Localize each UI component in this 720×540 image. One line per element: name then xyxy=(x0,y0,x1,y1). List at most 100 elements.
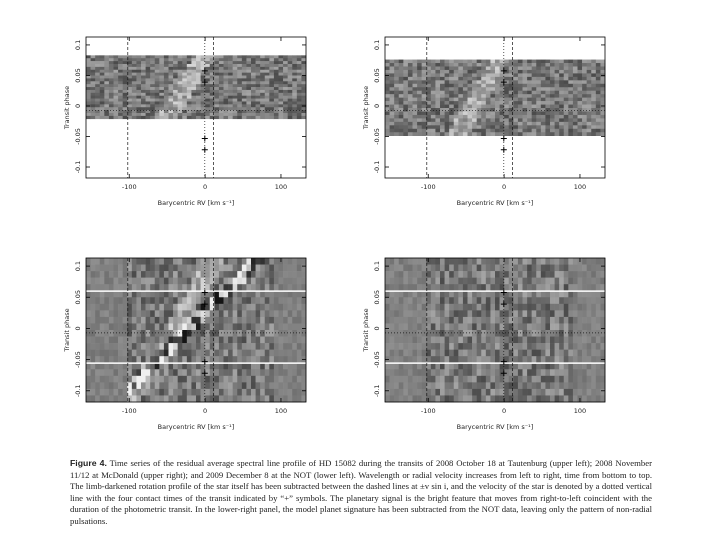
noise-cell xyxy=(421,125,427,130)
noise-cell xyxy=(536,258,542,265)
noise-cell xyxy=(421,395,427,403)
noise-cell xyxy=(136,369,142,377)
noise-cell xyxy=(131,382,137,390)
noise-cell xyxy=(251,290,256,298)
noise-cell xyxy=(444,395,450,403)
noise-cell xyxy=(218,115,224,120)
noise-cell xyxy=(228,343,233,350)
noise-cell xyxy=(99,89,105,94)
noise-cell xyxy=(273,316,279,324)
noise-cell xyxy=(131,284,137,292)
noise-cell xyxy=(582,258,587,265)
noise-cell xyxy=(292,264,298,272)
noise-cell xyxy=(403,297,409,305)
noise-cell xyxy=(517,80,523,85)
noise-cell xyxy=(154,107,160,111)
noise-cell xyxy=(209,104,215,108)
noise-cell xyxy=(476,97,482,102)
noise-cell xyxy=(550,375,555,383)
y-tick-label: 0 xyxy=(373,104,381,108)
noise-cell xyxy=(218,271,224,278)
noise-cell xyxy=(200,284,206,292)
noise-cell xyxy=(287,84,293,88)
noise-cell xyxy=(241,395,247,403)
noise-cell xyxy=(237,264,243,272)
noise-cell xyxy=(554,101,560,105)
noise-cell xyxy=(269,87,275,91)
noise-cell xyxy=(485,395,491,403)
noise-cell xyxy=(255,63,261,68)
noise-cell xyxy=(591,395,597,403)
noise-cell xyxy=(440,66,445,71)
noise-cell xyxy=(154,101,160,105)
noise-cell xyxy=(398,356,404,364)
noise-cell xyxy=(301,290,307,298)
noise-cell xyxy=(283,369,288,377)
noise-cell xyxy=(407,94,413,98)
noise-cell xyxy=(490,375,496,383)
noise-cell xyxy=(246,356,252,364)
noise-cell xyxy=(292,369,298,377)
noise-cell xyxy=(485,316,491,324)
noise-cell xyxy=(241,258,247,265)
noise-cell xyxy=(536,66,542,71)
noise-cell xyxy=(113,55,119,59)
noise-cell xyxy=(412,97,418,102)
noise-cell xyxy=(186,349,192,357)
noise-cell xyxy=(417,125,422,130)
noise-cell xyxy=(191,87,197,91)
noise-cell xyxy=(118,115,123,120)
noise-cell xyxy=(301,316,307,324)
noise-cell xyxy=(118,87,123,91)
noise-cell xyxy=(150,343,156,350)
noise-cell xyxy=(417,343,422,350)
noise-cell xyxy=(586,104,592,109)
noise-cell xyxy=(412,271,418,278)
noise-cell xyxy=(214,349,220,357)
noise-cell xyxy=(186,78,192,82)
noise-cell xyxy=(196,101,201,105)
noise-cell xyxy=(251,303,256,311)
noise-cell xyxy=(246,55,252,59)
noise-cell xyxy=(522,362,528,370)
noise-cell xyxy=(232,310,238,318)
noise-cell xyxy=(205,55,211,59)
noise-cell xyxy=(218,323,224,331)
noise-cell xyxy=(421,76,427,81)
noise-cell xyxy=(182,75,188,79)
noise-cell xyxy=(196,84,201,88)
noise-cell xyxy=(568,264,574,272)
noise-cell xyxy=(228,303,233,311)
noise-cell xyxy=(260,101,266,105)
noise-cell xyxy=(255,264,261,272)
noise-cell xyxy=(559,395,565,403)
noise-cell xyxy=(531,395,537,403)
noise-cell xyxy=(173,113,178,117)
noise-cell xyxy=(600,80,606,85)
noise-cell xyxy=(228,89,233,94)
noise-cell xyxy=(150,115,156,120)
noise-cell xyxy=(218,55,224,59)
noise-cell xyxy=(435,369,441,377)
noise-cell xyxy=(145,284,151,292)
noise-cell xyxy=(513,125,519,130)
noise-cell xyxy=(421,97,427,102)
noise-cell xyxy=(504,316,510,324)
noise-cell xyxy=(444,277,450,285)
noise-cell xyxy=(540,375,546,383)
noise-cell xyxy=(163,110,169,114)
noise-cell xyxy=(458,395,464,403)
noise-cell xyxy=(237,349,243,357)
noise-cell xyxy=(173,310,178,318)
noise-cell xyxy=(86,61,91,65)
noise-cell xyxy=(228,395,233,403)
noise-cell xyxy=(504,264,510,272)
noise-cell xyxy=(550,118,555,123)
noise-cell xyxy=(572,343,578,350)
noise-cell xyxy=(86,369,91,377)
noise-cell xyxy=(591,76,597,81)
noise-cell xyxy=(90,115,96,120)
noise-cell xyxy=(241,81,247,85)
noise-cell xyxy=(476,87,482,92)
